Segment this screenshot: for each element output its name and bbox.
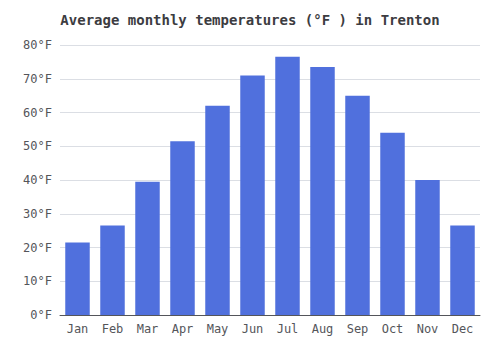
svg-text:60°F: 60°F xyxy=(23,106,52,120)
svg-text:Sep: Sep xyxy=(347,322,369,336)
svg-text:Jul: Jul xyxy=(277,322,299,336)
svg-text:Nov: Nov xyxy=(417,322,439,336)
svg-text:70°F: 70°F xyxy=(23,72,52,86)
svg-text:Jan: Jan xyxy=(67,322,89,336)
svg-text:Average monthly temperatures (: Average monthly temperatures (°F ) in Tr… xyxy=(60,12,439,28)
svg-text:20°F: 20°F xyxy=(23,241,52,255)
svg-text:Jun: Jun xyxy=(242,322,264,336)
svg-text:Dec: Dec xyxy=(452,322,474,336)
svg-text:10°F: 10°F xyxy=(23,274,52,288)
svg-text:Oct: Oct xyxy=(382,322,404,336)
svg-text:50°F: 50°F xyxy=(23,139,52,153)
svg-text:30°F: 30°F xyxy=(23,207,52,221)
svg-text:Mar: Mar xyxy=(137,322,159,336)
svg-text:Feb: Feb xyxy=(102,322,124,336)
svg-text:80°F: 80°F xyxy=(23,38,52,52)
svg-text:0°F: 0°F xyxy=(30,308,52,322)
svg-text:40°F: 40°F xyxy=(23,173,52,187)
svg-text:May: May xyxy=(207,322,229,336)
svg-text:Aug: Aug xyxy=(312,322,334,336)
svg-text:Apr: Apr xyxy=(172,322,194,336)
